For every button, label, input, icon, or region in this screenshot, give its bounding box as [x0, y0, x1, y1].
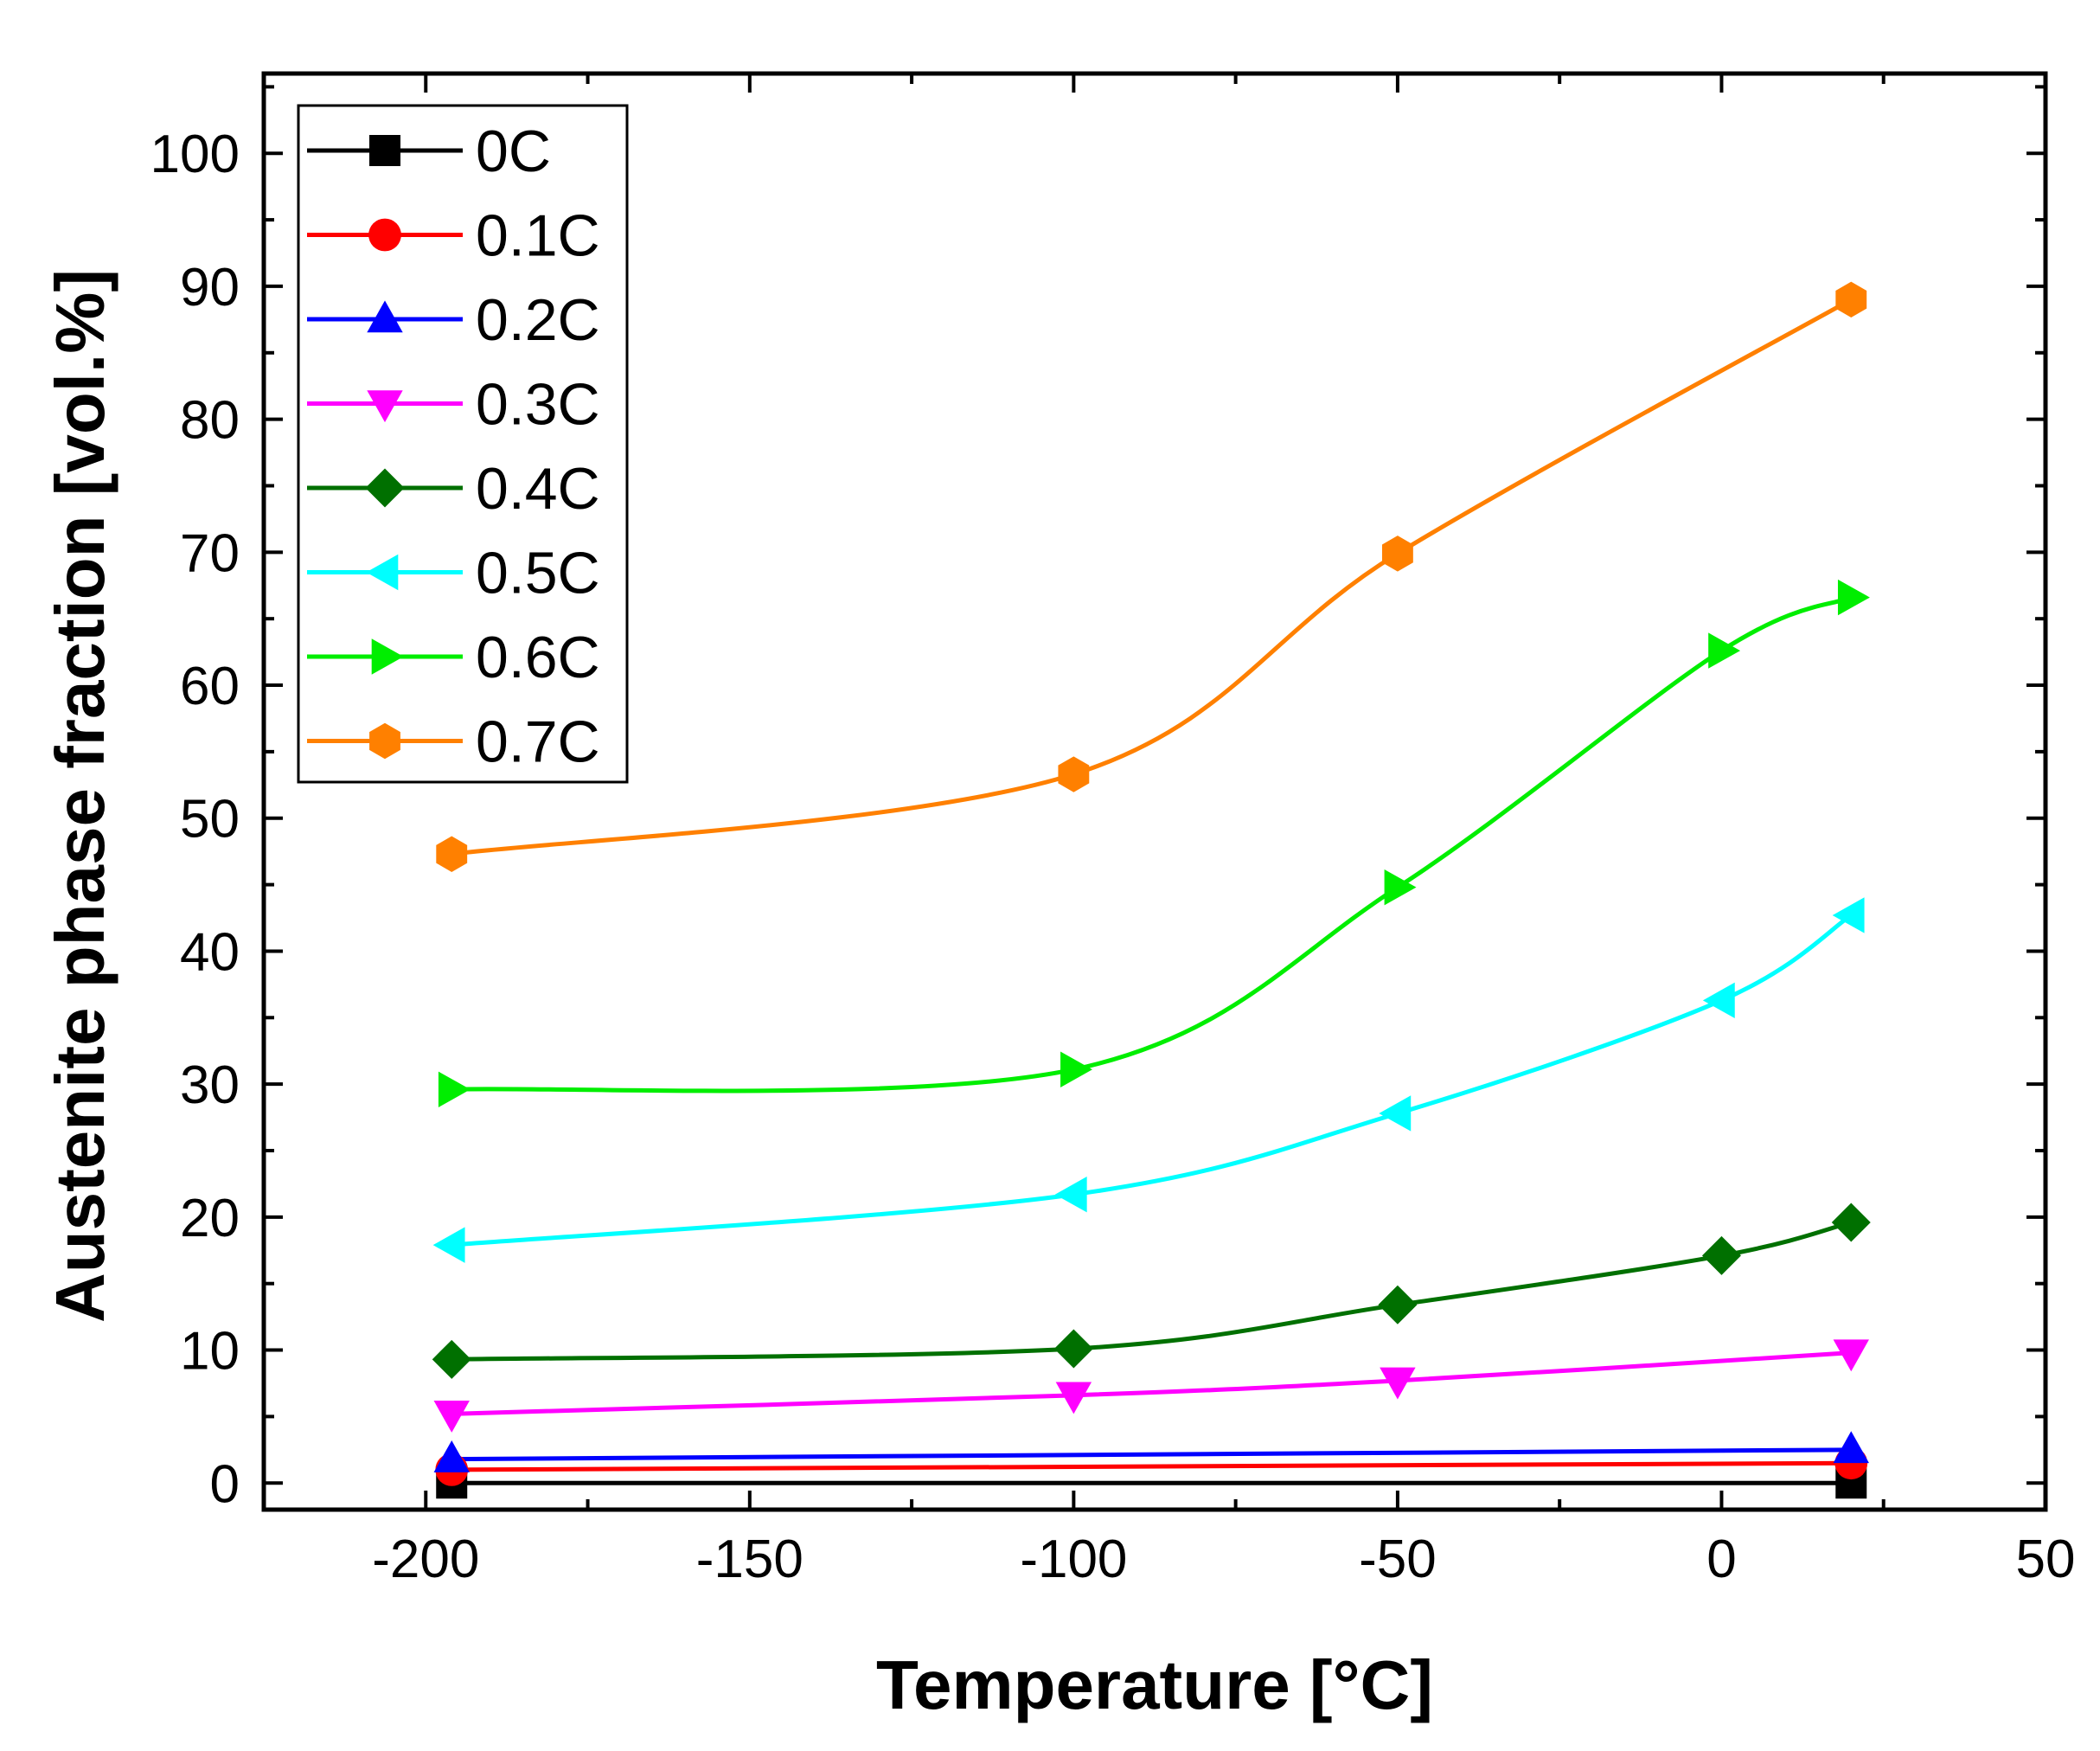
data-point-0.4C [1701, 1235, 1741, 1275]
series-line-0.7C [451, 298, 1853, 856]
data-point-0.3C [1380, 1367, 1416, 1400]
y-tick-label: 60 [180, 657, 240, 716]
series-line-0.6C [451, 595, 1853, 1094]
y-tick-label: 0 [210, 1454, 240, 1514]
y-tick-label: 10 [180, 1322, 240, 1382]
x-axis-title: Temperature [°C] [876, 1646, 1433, 1723]
legend-label: 0.3C [476, 372, 600, 438]
data-point-0.5C [1832, 897, 1865, 933]
series-line-0.3C [451, 1350, 1852, 1416]
legend-label: 0.5C [476, 541, 600, 606]
legend: 0C 0.1C 0.2C 0.3C 0.4C 0.5C 0.6C 0.7C [297, 104, 629, 784]
y-tick-label: 100 [150, 125, 240, 184]
data-point-0.3C [1833, 1339, 1869, 1372]
x-tick-labels: -200 -150 -100 -50 0 50 [372, 1530, 2075, 1589]
y-tick-label: 20 [180, 1189, 240, 1248]
x-tick-label: 0 [1706, 1530, 1736, 1589]
y-tick-label: 50 [180, 790, 240, 850]
series-markers [432, 281, 1871, 1499]
legend-marker-0.2C [367, 300, 403, 333]
y-tick-labels: 0 10 20 30 40 50 60 70 80 90 100 [150, 125, 240, 1514]
data-point-0.6C [1708, 632, 1741, 669]
data-point-0.7C [1835, 281, 1867, 317]
legend-marker-0.3C [367, 390, 403, 423]
legend-marker-0.4C [365, 468, 405, 508]
legend-label: 0.2C [476, 287, 600, 353]
data-point-0.4C [1831, 1203, 1871, 1242]
legend-label: 0.7C [476, 709, 600, 775]
data-point-0.5C [1054, 1177, 1087, 1213]
legend-marker-0.5C [366, 554, 399, 591]
y-tick-label: 70 [180, 523, 240, 583]
x-tick-label: -200 [372, 1530, 479, 1589]
data-point-0.6C [1837, 579, 1870, 616]
y-tick-label: 30 [180, 1055, 240, 1115]
y-axis-title: Austenite phase fraction [vol.%] [42, 269, 118, 1323]
y-tick-label: 80 [180, 391, 240, 451]
legend-marker-0C [369, 135, 400, 166]
legend-label: 0.4C [476, 456, 600, 522]
legend-label: 0C [476, 119, 551, 184]
y-tick-label: 90 [180, 258, 240, 317]
data-point-0.5C [1702, 982, 1735, 1019]
data-point-0.3C [1055, 1382, 1092, 1414]
plot-border [261, 71, 2048, 1512]
data-point-0.4C [1053, 1329, 1093, 1369]
data-point-0.7C [1058, 756, 1090, 792]
data-point-0.5C [432, 1227, 465, 1263]
legend-box [297, 104, 629, 784]
data-point-0.4C [1378, 1285, 1418, 1324]
legend-label: 0.1C [476, 203, 600, 269]
series-line-0.5C [451, 913, 1853, 1248]
data-point-0.2C [1833, 1431, 1869, 1464]
legend-marker-0.6C [371, 638, 404, 675]
series-lines [451, 298, 1853, 1485]
data-point-0.7C [436, 836, 468, 872]
data-point-0.2C [433, 1440, 470, 1472]
legend-marker-0.1C [368, 218, 401, 252]
x-tick-label: -150 [696, 1530, 804, 1589]
data-point-0.6C [438, 1071, 471, 1107]
series-line-0.2C [451, 1447, 1852, 1462]
data-point-0.3C [433, 1401, 470, 1433]
data-point-0.4C [432, 1339, 471, 1379]
data-point-0.7C [1381, 536, 1413, 572]
legend-marker-0.7C [369, 722, 400, 760]
x-tick-label: -100 [1020, 1530, 1127, 1589]
data-point-0.6C [1384, 869, 1417, 906]
axis-ticks [264, 74, 2047, 1510]
x-tick-label: 50 [2016, 1530, 2076, 1589]
series-line-0.4C [451, 1220, 1852, 1362]
y-tick-label: 40 [180, 922, 240, 982]
legend-label: 0.6C [476, 625, 600, 690]
data-point-0.5C [1379, 1095, 1412, 1132]
x-tick-label: -50 [1359, 1530, 1437, 1589]
plot-frame [261, 71, 2048, 1512]
data-point-0.6C [1060, 1051, 1092, 1087]
series-line-0.1C [451, 1460, 1852, 1472]
